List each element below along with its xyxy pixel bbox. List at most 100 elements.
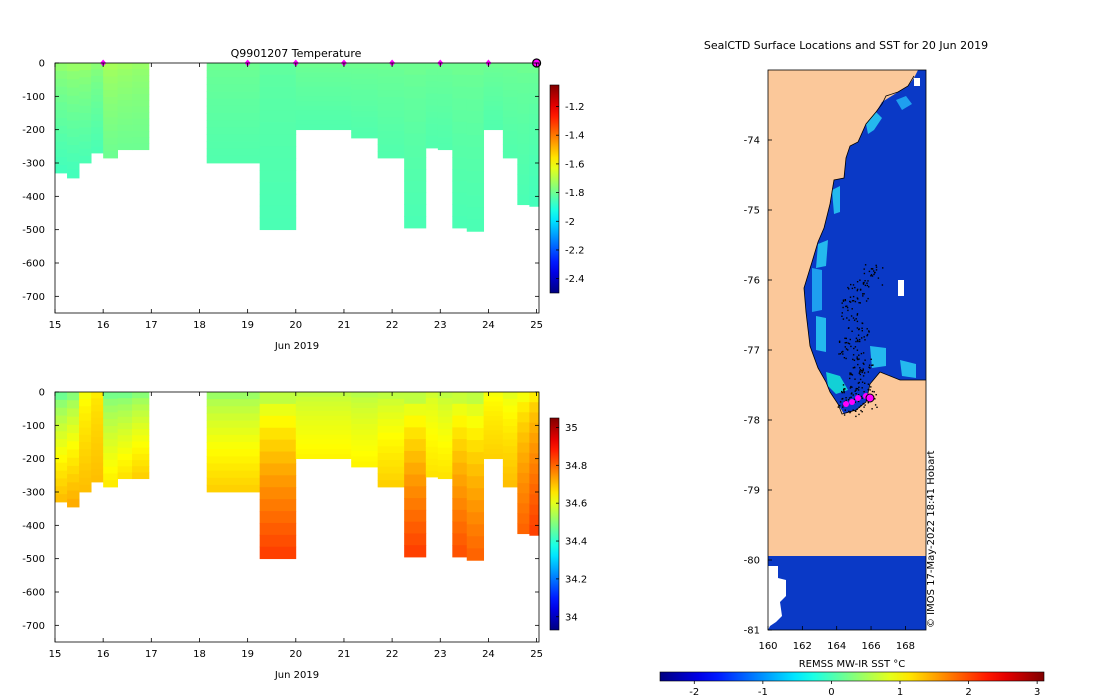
track-point bbox=[852, 295, 855, 298]
profile-cell bbox=[452, 63, 468, 76]
track-point bbox=[868, 330, 870, 332]
profile-cell bbox=[79, 63, 92, 71]
track-point bbox=[856, 313, 859, 315]
track-point bbox=[842, 299, 845, 301]
profile-cell bbox=[483, 449, 504, 455]
track-point bbox=[863, 363, 865, 365]
track-point bbox=[854, 401, 856, 403]
track-point bbox=[842, 306, 844, 309]
track-point bbox=[850, 345, 852, 348]
profile-cell bbox=[79, 113, 92, 121]
profile-cell bbox=[103, 69, 119, 77]
track-point bbox=[851, 392, 853, 394]
profile-cell bbox=[206, 449, 261, 457]
salinity-x-axis: 15 16 17 18 19 20 21 22 23 24 25 bbox=[49, 392, 543, 660]
profile-cell bbox=[117, 441, 133, 449]
profile-cell bbox=[351, 413, 379, 420]
profile-cell bbox=[425, 69, 439, 76]
profile-cell bbox=[295, 439, 352, 445]
profile-cell bbox=[206, 470, 261, 479]
x-tick-label: 21 bbox=[338, 649, 351, 660]
profile-cell bbox=[259, 499, 297, 512]
profile-cell bbox=[206, 141, 261, 150]
profile-cell bbox=[117, 93, 133, 101]
profile-cell bbox=[517, 103, 530, 114]
profile-cell bbox=[502, 103, 518, 111]
track-point bbox=[849, 411, 852, 413]
track-point bbox=[861, 397, 863, 399]
profile-cell bbox=[295, 63, 352, 69]
track-point bbox=[845, 337, 847, 340]
profile-cell bbox=[404, 486, 427, 499]
profile-cell bbox=[517, 123, 530, 135]
profile-cell bbox=[206, 77, 261, 85]
profile-cell bbox=[466, 111, 485, 124]
profile-cell bbox=[79, 463, 92, 471]
track-point bbox=[845, 348, 848, 350]
profile-cell bbox=[295, 449, 352, 455]
track-point bbox=[864, 404, 866, 406]
track-point bbox=[855, 415, 857, 418]
profile-cell bbox=[103, 76, 119, 84]
profile-cell bbox=[517, 154, 530, 165]
profile-cell bbox=[67, 153, 80, 162]
profile-cell bbox=[377, 480, 405, 488]
profile-cell bbox=[466, 416, 485, 429]
track-point bbox=[849, 372, 851, 374]
profile-cell bbox=[483, 430, 504, 436]
colorbar-tick-label: -1.4 bbox=[565, 131, 585, 142]
profile-cell bbox=[91, 417, 104, 425]
profile-cell bbox=[517, 113, 530, 125]
profile-cell bbox=[295, 120, 352, 126]
profile-cell bbox=[55, 157, 68, 166]
track-point bbox=[866, 334, 868, 337]
profile-cell bbox=[132, 435, 150, 442]
profile-cell bbox=[351, 95, 379, 101]
profile-cell bbox=[295, 77, 352, 83]
profile-cell bbox=[425, 63, 439, 70]
track-point bbox=[873, 270, 875, 272]
profile-cell bbox=[91, 101, 104, 109]
profile-cell bbox=[437, 137, 453, 144]
profile-cell bbox=[404, 121, 427, 135]
profile-cell bbox=[295, 415, 352, 421]
profile-cell bbox=[132, 472, 150, 480]
profile-cell bbox=[377, 459, 405, 468]
track-point bbox=[864, 382, 866, 384]
profile-cell bbox=[404, 533, 427, 546]
profile-cell bbox=[117, 100, 133, 107]
track-point bbox=[875, 269, 878, 271]
profile-cell bbox=[425, 105, 439, 112]
profile-cell bbox=[79, 134, 92, 142]
track-point bbox=[852, 300, 855, 302]
track-point bbox=[846, 305, 848, 307]
profile-cell bbox=[103, 103, 119, 111]
profile-cell bbox=[377, 144, 405, 152]
profile-cell bbox=[351, 392, 379, 398]
profile-cell bbox=[452, 98, 468, 111]
colorbar-tick-label: -1.6 bbox=[565, 159, 585, 170]
track-point bbox=[843, 357, 846, 359]
profile-cell bbox=[67, 400, 80, 409]
profile-cell bbox=[132, 453, 150, 461]
lon-tick-label: 168 bbox=[896, 641, 915, 652]
track-point bbox=[856, 357, 858, 360]
profile-cell bbox=[259, 415, 297, 429]
profile-cell bbox=[259, 110, 297, 123]
profile-cell bbox=[67, 457, 80, 467]
profile-cell bbox=[55, 63, 68, 72]
profile-cell bbox=[466, 159, 485, 172]
track-point bbox=[876, 406, 878, 408]
track-point bbox=[851, 308, 853, 310]
profile-cell bbox=[132, 118, 150, 126]
track-point bbox=[859, 340, 861, 343]
profile-cell bbox=[206, 105, 261, 114]
temperature-colorbar bbox=[549, 84, 560, 294]
x-tick-label: 22 bbox=[386, 320, 399, 331]
track-point bbox=[851, 374, 854, 376]
profile-cell bbox=[437, 106, 453, 113]
track-point bbox=[838, 353, 840, 355]
profile-cell bbox=[295, 444, 352, 450]
profile-cell bbox=[259, 546, 297, 560]
profile-cell bbox=[206, 456, 261, 464]
